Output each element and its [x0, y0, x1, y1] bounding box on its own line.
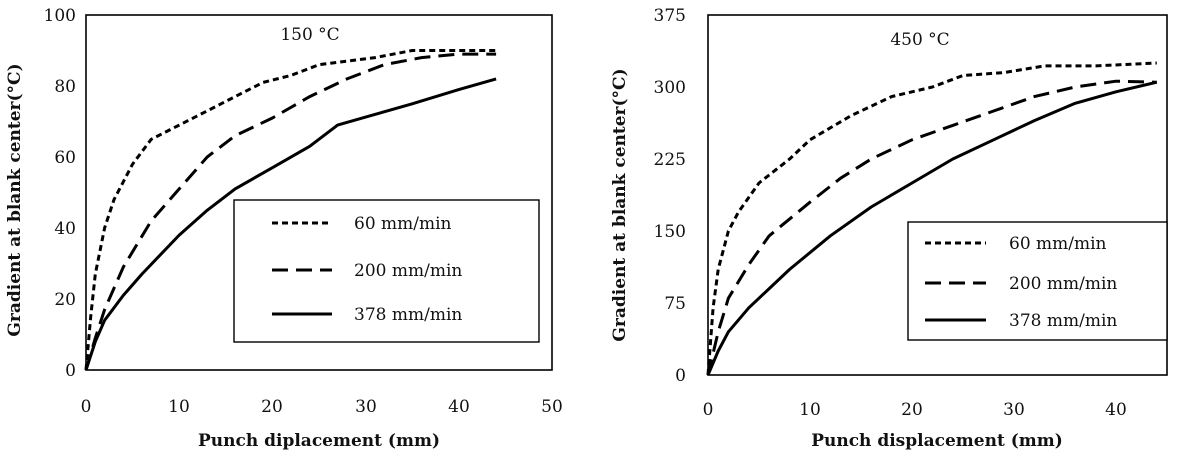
- y-tick-label: 0: [65, 361, 76, 381]
- x-ticks: 0 10 20 30 40 50: [81, 397, 563, 417]
- series-line-60: [706, 61, 1157, 376]
- legend-label: 200 mm/min: [1009, 274, 1117, 294]
- y-tick-label: 150: [654, 222, 686, 242]
- y-tick-label: 375: [654, 6, 686, 26]
- y-axis-label: Gradient at blank center(°C): [610, 68, 630, 341]
- y-tick-label: 20: [54, 290, 76, 310]
- series-line-200: [84, 52, 497, 371]
- series-line-378: [84, 77, 497, 371]
- y-tick-label: 40: [54, 219, 76, 239]
- x-tick-label: 30: [1003, 400, 1025, 420]
- x-tick-label: 10: [168, 397, 190, 417]
- series-line-200: [706, 79, 1157, 376]
- series-group: [84, 49, 497, 371]
- x-axis-label: Punch diplacement (mm): [198, 431, 440, 451]
- y-tick-label: 225: [654, 150, 686, 170]
- series-line-60: [84, 49, 497, 371]
- y-ticks: 0 75 150 225 300 375: [654, 6, 686, 386]
- legend-label: 60 mm/min: [1009, 234, 1107, 254]
- series-group: [706, 61, 1158, 376]
- x-tick-label: 20: [261, 397, 283, 417]
- panel-annotation: 450 °C: [890, 30, 949, 50]
- x-tick-label: 10: [799, 400, 821, 420]
- y-tick-label: 80: [54, 77, 76, 97]
- y-axis-label: Gradient at blank center(°C): [5, 63, 25, 336]
- y-tick-label: 60: [54, 148, 76, 168]
- x-ticks: 0 10 20 30 40: [703, 400, 1127, 420]
- x-tick-label: 0: [81, 397, 92, 417]
- legend-label: 378 mm/min: [1009, 311, 1117, 331]
- legend-label: 60 mm/min: [354, 214, 452, 234]
- panel-450: 450 °C Punch displacement (mm) Gradient …: [610, 6, 1168, 451]
- legend: 60 mm/min 200 mm/min 378 mm/min: [907, 221, 1168, 341]
- y-ticks: 0 20 40 60 80 100: [44, 6, 76, 381]
- y-tick-label: 75: [664, 294, 686, 314]
- series-line-378: [706, 80, 1158, 376]
- x-axis-label: Punch displacement (mm): [811, 431, 1063, 451]
- y-tick-label: 300: [654, 78, 686, 98]
- legend: 60 mm/min 200 mm/min 378 mm/min: [233, 199, 540, 343]
- x-tick-label: 20: [901, 400, 923, 420]
- x-tick-label: 30: [355, 397, 377, 417]
- x-tick-label: 40: [448, 397, 470, 417]
- x-tick-label: 50: [541, 397, 563, 417]
- y-tick-label: 0: [675, 366, 686, 386]
- x-tick-label: 0: [703, 400, 714, 420]
- plot-frame: [707, 14, 1168, 376]
- y-tick-label: 100: [44, 6, 76, 26]
- legend-label: 378 mm/min: [354, 305, 462, 325]
- legend-label: 200 mm/min: [354, 261, 462, 281]
- panel-150: 150 °C Punch diplacement (mm) Gradient a…: [5, 6, 563, 451]
- panel-annotation: 150 °C: [280, 25, 339, 45]
- plot-frame: [85, 14, 553, 371]
- x-tick-label: 40: [1105, 400, 1127, 420]
